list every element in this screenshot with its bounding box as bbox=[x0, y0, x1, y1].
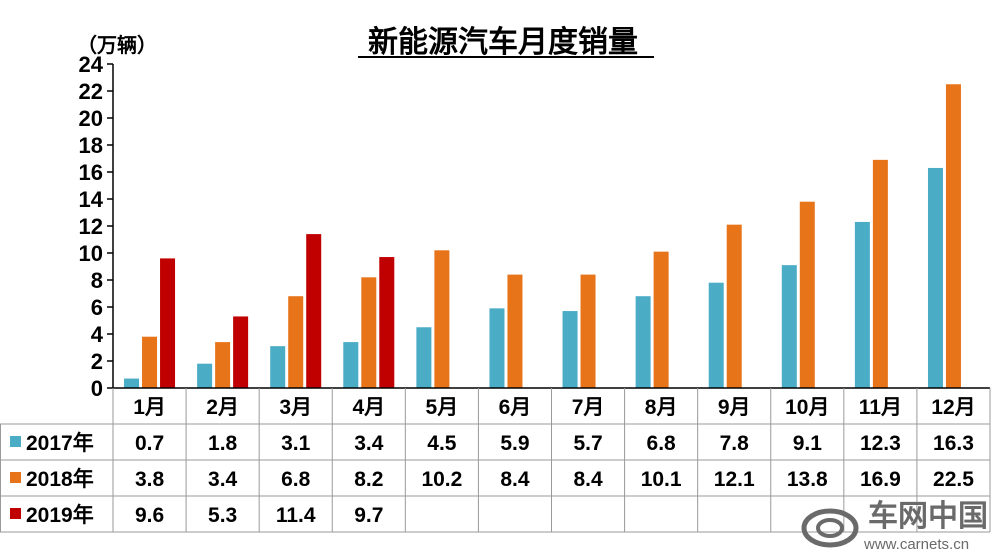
bar-2017年-11月 bbox=[854, 221, 870, 388]
data-label: 3.4 bbox=[208, 468, 238, 491]
legend-swatch-2017年 bbox=[10, 436, 21, 447]
x-tick-label: 4月 bbox=[352, 396, 385, 419]
bar-2018年-7月 bbox=[580, 274, 596, 388]
y-tick-label: 20 bbox=[79, 106, 103, 131]
bars bbox=[124, 84, 961, 388]
y-axis-unit-label: （万辆） bbox=[77, 33, 157, 57]
bar-2017年-10月 bbox=[781, 265, 797, 388]
bar-2018年-2月 bbox=[215, 342, 231, 388]
data-label: 6.8 bbox=[647, 432, 677, 455]
x-tick-label: 2月 bbox=[206, 396, 239, 419]
data-label: 3.8 bbox=[135, 468, 165, 491]
x-tick-label: 5月 bbox=[426, 396, 459, 419]
data-label: 5.7 bbox=[573, 432, 602, 455]
data-table: 1月 2月 3月 4月 5月 6月 7月 8月 9月 10月 11月 12月 2017年 0.7 1.8 3.… bbox=[0, 387, 991, 533]
legend-swatch-2018年 bbox=[10, 472, 21, 483]
bar-2018年-9月 bbox=[726, 224, 742, 388]
legend-label: 2017年 bbox=[26, 431, 94, 455]
bar-2019年-3月 bbox=[306, 234, 322, 388]
bar-2018年-8月 bbox=[653, 251, 669, 388]
y-tick-label: 12 bbox=[79, 214, 103, 239]
bar-2018年-1月 bbox=[142, 336, 158, 388]
bar-2017年-12月 bbox=[927, 167, 943, 388]
x-tick-label: 9月 bbox=[718, 396, 751, 419]
bar-2017年-5月 bbox=[416, 327, 432, 388]
data-label: 1.8 bbox=[208, 432, 238, 455]
data-label: 9.1 bbox=[793, 432, 823, 455]
data-label: 12.3 bbox=[860, 432, 901, 455]
data-label: 0.7 bbox=[135, 432, 164, 455]
data-label: 7.8 bbox=[720, 432, 750, 455]
bar-2019年-4月 bbox=[379, 257, 395, 388]
bar-2018年-11月 bbox=[872, 159, 888, 388]
y-tick-label: 2 bbox=[91, 349, 103, 374]
bar-2018年-12月 bbox=[945, 84, 961, 388]
data-label: 8.4 bbox=[500, 468, 530, 491]
x-tick-label: 11月 bbox=[859, 396, 902, 419]
data-label: 3.1 bbox=[281, 432, 311, 455]
data-label: 11.4 bbox=[276, 504, 316, 527]
bar-2017年-2月 bbox=[197, 363, 213, 388]
data-label: 12.1 bbox=[714, 468, 755, 491]
y-tick-label: 4 bbox=[91, 322, 104, 347]
data-label: 10.2 bbox=[421, 468, 462, 491]
data-label: 8.2 bbox=[354, 468, 383, 491]
y-tick-label: 24 bbox=[79, 52, 104, 77]
bar-2017年-9月 bbox=[708, 282, 724, 388]
y-tick-label: 16 bbox=[79, 160, 103, 185]
bar-2018年-6月 bbox=[507, 274, 523, 388]
data-label: 5.9 bbox=[500, 432, 529, 455]
data-label: 3.4 bbox=[354, 432, 384, 455]
data-label: 9.7 bbox=[354, 504, 383, 527]
x-tick-label: 1月 bbox=[133, 396, 166, 419]
x-tick-label: 10月 bbox=[785, 396, 829, 419]
legend-label: 2018年 bbox=[26, 467, 94, 491]
legend-label: 2019年 bbox=[26, 503, 94, 527]
y-tick-label: 8 bbox=[91, 268, 103, 293]
bar-2017年-8月 bbox=[635, 296, 651, 388]
y-tick-label: 14 bbox=[79, 187, 104, 212]
data-label: 4.5 bbox=[427, 432, 457, 455]
data-label: 13.8 bbox=[787, 468, 828, 491]
bar-2019年-2月 bbox=[233, 316, 249, 388]
data-label: 6.8 bbox=[281, 468, 311, 491]
data-label: 9.6 bbox=[135, 504, 164, 527]
y-tick-label: 0 bbox=[91, 376, 103, 401]
watermark-url: www.carnets.cn bbox=[863, 536, 969, 553]
bar-2017年-4月 bbox=[343, 342, 359, 388]
y-tick-label: 10 bbox=[79, 241, 103, 266]
data-label: 10.1 bbox=[641, 468, 682, 491]
bar-2018年-3月 bbox=[288, 296, 304, 388]
bar-2017年-3月 bbox=[270, 346, 286, 388]
data-label: 8.4 bbox=[573, 468, 603, 491]
bar-2019年-1月 bbox=[160, 258, 176, 388]
watermark-brand: 车网中国 bbox=[868, 499, 988, 533]
watermark: 车网中国 www.carnets.cn bbox=[801, 499, 988, 553]
bar-2018年-5月 bbox=[434, 250, 450, 388]
bar-2018年-10月 bbox=[799, 201, 815, 388]
watermark-logo-icon bbox=[801, 508, 859, 548]
legend-swatch-2019年 bbox=[10, 508, 21, 519]
data-label: 5.3 bbox=[208, 504, 237, 527]
x-tick-label: 7月 bbox=[572, 396, 605, 419]
x-tick-label: 6月 bbox=[499, 396, 532, 419]
data-label: 22.5 bbox=[933, 468, 974, 491]
chart-title: 新能源汽车月度销量 bbox=[368, 25, 638, 59]
x-tick-label: 12月 bbox=[931, 396, 975, 419]
x-tick-label: 8月 bbox=[645, 396, 678, 419]
bar-2017年-7月 bbox=[562, 311, 578, 388]
y-tick-label: 18 bbox=[79, 133, 103, 158]
bar-2017年-1月 bbox=[124, 378, 140, 388]
bar-2018年-4月 bbox=[361, 277, 377, 388]
x-tick-label: 3月 bbox=[279, 396, 312, 419]
data-label: 16.3 bbox=[933, 432, 974, 455]
data-label: 16.9 bbox=[860, 468, 901, 491]
y-tick-label: 6 bbox=[91, 295, 103, 320]
y-tick-label: 22 bbox=[79, 79, 103, 104]
bar-2017年-6月 bbox=[489, 308, 505, 388]
